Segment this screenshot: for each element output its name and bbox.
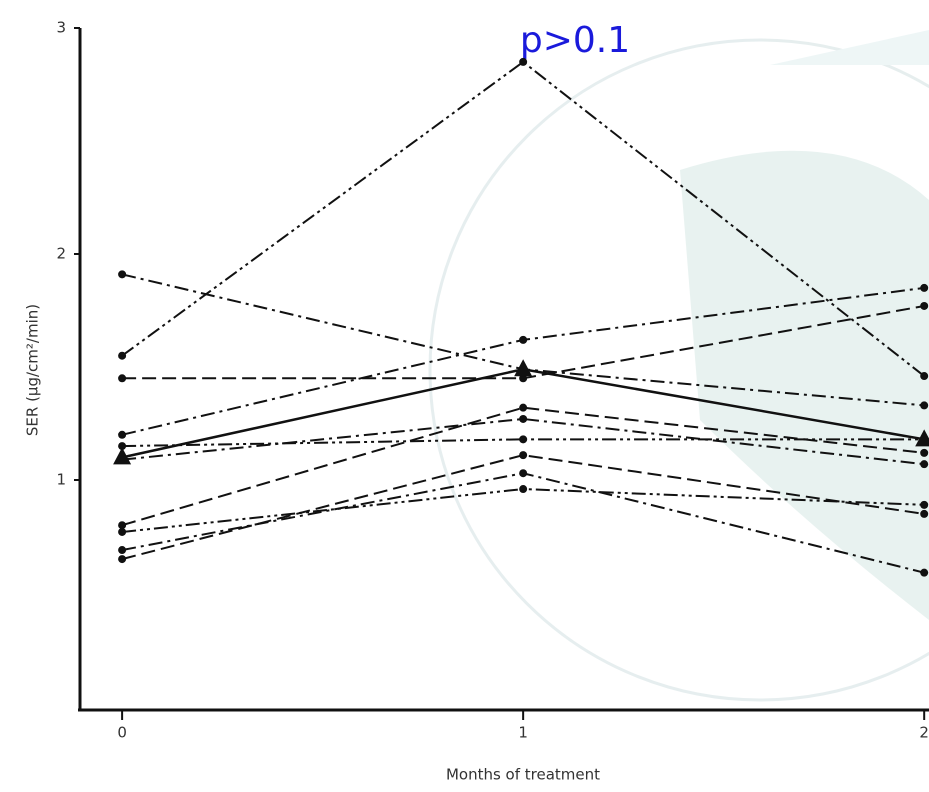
marker [118,555,127,564]
marker [514,359,533,377]
marker [113,447,132,465]
marker [920,500,929,509]
marker [519,57,528,66]
marker [920,568,929,577]
marker [118,521,127,530]
x-tick-label: 2 [919,724,929,742]
watermark-shape [680,150,929,620]
watermark-ring [428,38,929,702]
marker [920,460,929,469]
marker [920,283,929,292]
x-tick-label: 1 [518,724,528,742]
marker [118,374,127,383]
marker [118,430,127,439]
series-line [121,454,925,561]
series-line [121,406,925,527]
series-line [122,438,925,448]
marker [519,435,528,444]
marker [920,448,929,457]
marker [519,451,528,460]
marker [920,509,929,518]
marker [118,546,127,555]
series-line [121,60,925,377]
y-axis-label: SER (μg/cm²/min) [24,304,42,436]
annotation: p>0.1 [520,20,630,61]
marker [920,401,929,410]
marker [915,429,929,447]
marker [920,301,929,310]
marker [519,374,528,383]
marker [118,527,127,536]
marker [519,335,528,344]
x-axis-label: Months of treatment [446,766,600,784]
marker [118,270,127,279]
x-tick-label: 0 [117,724,127,742]
marker [920,372,929,381]
marker [519,469,528,478]
marker [118,442,127,451]
watermark [428,30,929,702]
marker [519,414,528,423]
y-tick-label: 1 [56,471,66,489]
marker [519,485,528,494]
marker [519,403,528,412]
marker [118,351,127,360]
y-tick-label: 3 [56,19,66,37]
y-tick-label: 2 [56,245,66,263]
watermark-shape [770,30,929,65]
